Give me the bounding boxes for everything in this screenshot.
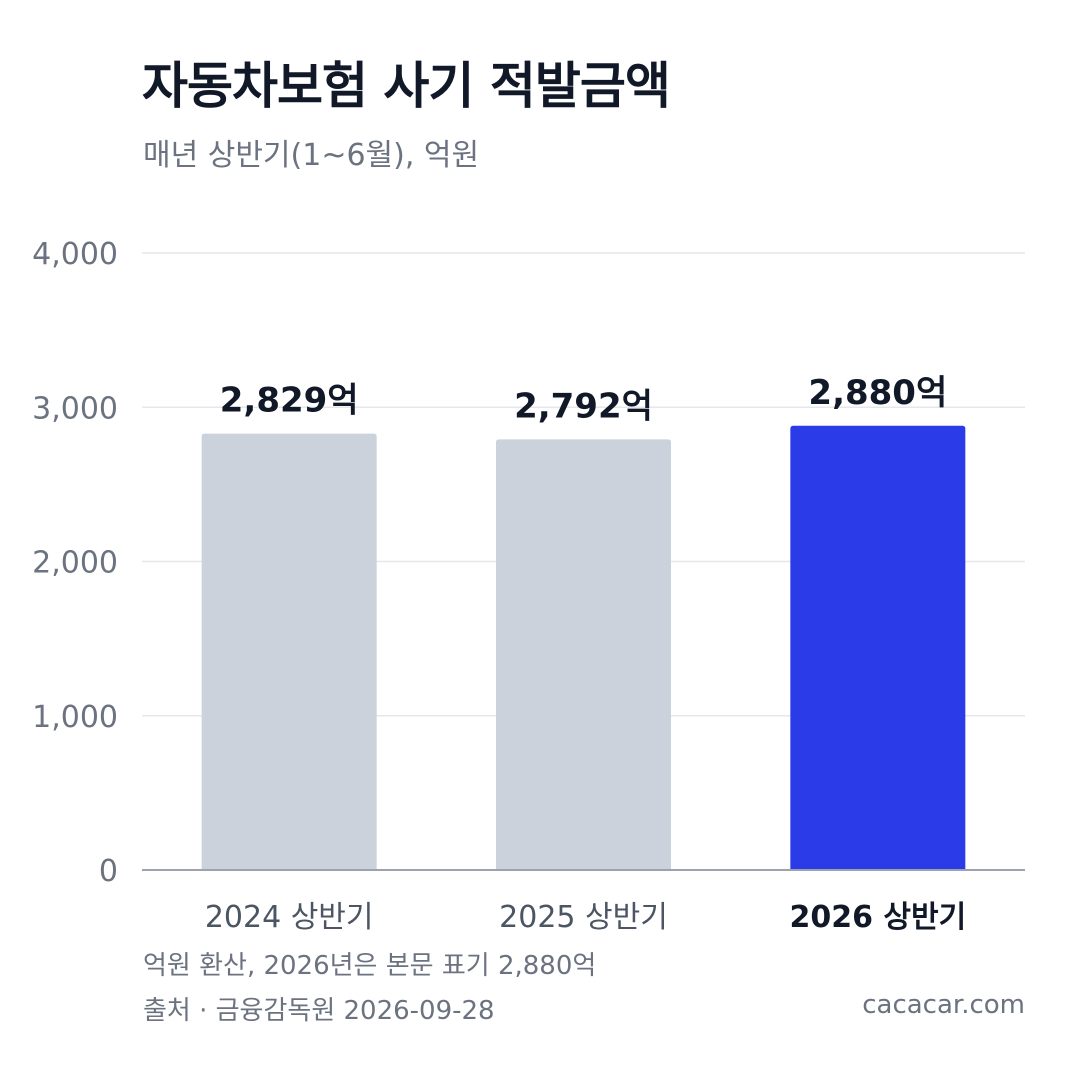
data-label: 2,829억 [220, 381, 359, 421]
source-credit: 출처 · 금융감독원 2026-09-28 [143, 996, 495, 1026]
x-tick-label: 2024 상반기 [205, 900, 374, 935]
y-tick-label: 2,000 [32, 546, 118, 581]
x-tick-label: 2026 상반기 [789, 900, 966, 935]
data-label: 2,792억 [514, 386, 653, 426]
data-label: 2,880억 [808, 373, 947, 413]
y-tick-label: 1,000 [32, 700, 118, 735]
chart-subtitle: 매년 상반기(1~6월), 억원 [143, 138, 480, 173]
bar-chart: 0 1,000 2,000 3,000 4,000 2,829억 2024 상반기 2,792… [32, 237, 1025, 935]
footnote: 억원 환산, 2026년은 본문 표기 2,880억 [143, 951, 597, 981]
bar [790, 425, 966, 870]
y-tick-label: 0 [99, 854, 118, 889]
chart-title: 자동차보험 사기 적발금액 [142, 57, 671, 115]
bar [496, 439, 671, 870]
x-tick-label: 2025 상반기 [499, 900, 668, 935]
y-tick-label: 3,000 [32, 391, 118, 426]
y-tick-label: 4,000 [32, 237, 118, 272]
bar [201, 433, 377, 870]
site-name: cacacar.com [862, 990, 1025, 1020]
